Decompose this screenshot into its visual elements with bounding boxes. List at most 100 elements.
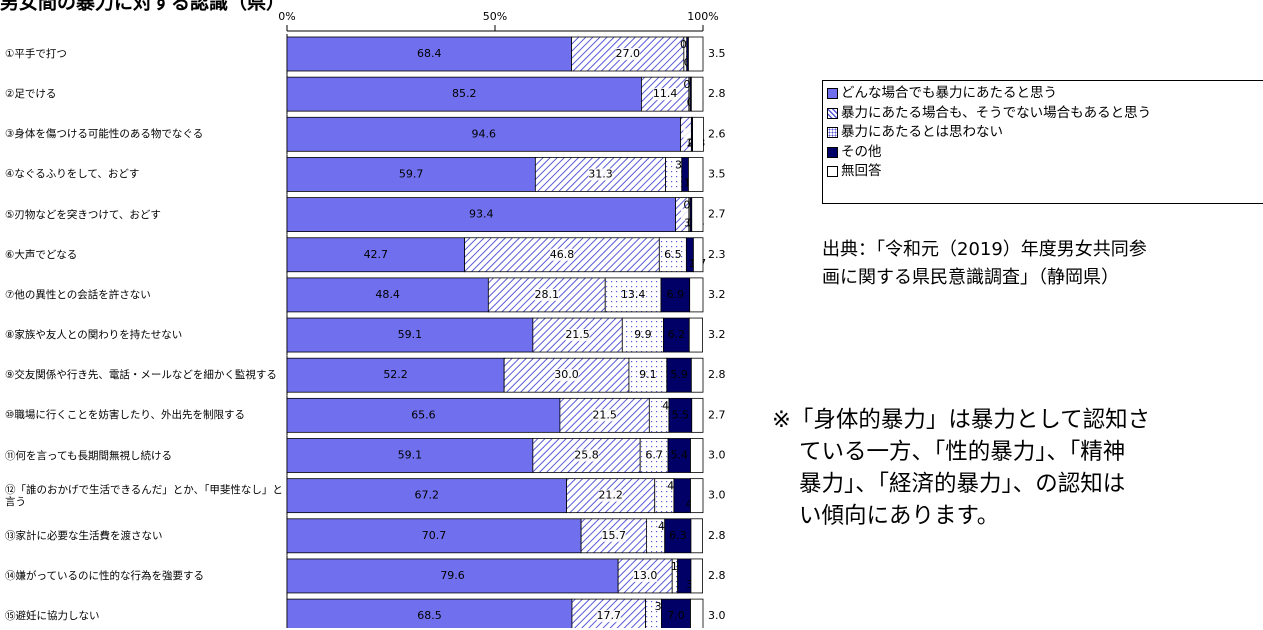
- data-label: 68.5: [417, 609, 442, 622]
- bar-segment: [286, 317, 534, 353]
- note-line: 暴力」、「経済的暴力」、の認知は: [799, 471, 1126, 497]
- category-label: ⑦他の異性との会話を許さない: [5, 288, 151, 301]
- bar-segment: [286, 478, 567, 514]
- data-label: 30.0: [554, 368, 579, 381]
- data-label: 27.0: [615, 47, 640, 60]
- data-label: 3.0: [708, 449, 726, 462]
- label-bg: [565, 329, 590, 342]
- bar-segment: [286, 438, 534, 473]
- category-label: ⑤刃物などを突きつけて、おどす: [5, 208, 161, 221]
- bar-segment: [690, 76, 704, 112]
- bar-segment: [690, 357, 704, 393]
- bar-segment: [286, 116, 681, 152]
- data-label: 2.6: [708, 127, 726, 140]
- data-label: 28.1: [535, 288, 560, 301]
- x-tick-label: 0%: [278, 10, 295, 23]
- data-label: 5.5: [672, 408, 690, 421]
- category-label: ⑨交友関係や行き先、電話・メールなどを細かく監視する: [5, 369, 277, 382]
- source-line: 画に関する県民意識調査」（静岡県）: [822, 267, 1119, 288]
- bar-segment: [621, 317, 664, 353]
- bar-segment: [666, 357, 692, 393]
- label-bg: [549, 248, 574, 261]
- legend-swatch: [827, 127, 838, 139]
- data-label: 42.7: [364, 248, 389, 261]
- bar-segment: [688, 317, 703, 353]
- bar-segment: [693, 237, 704, 273]
- bar-segment: [688, 36, 704, 72]
- label-bg: [653, 88, 678, 101]
- data-label: 15.7: [602, 529, 627, 542]
- data-label: 31.3: [588, 167, 613, 180]
- label-bg: [588, 168, 613, 181]
- source-line: 出典：「令和元（2019）年度男女共同参: [822, 239, 1147, 260]
- data-label: 13.0: [633, 569, 658, 582]
- bar-segment: [664, 518, 692, 554]
- data-label: 6.2: [668, 328, 686, 341]
- data-label: 2.8: [708, 368, 726, 381]
- data-label: 3.2: [708, 328, 726, 341]
- bar-segment: [688, 157, 704, 192]
- data-label: 9.1: [639, 368, 657, 381]
- data-label: 79.6: [440, 569, 465, 582]
- x-tick-label: 100%: [687, 10, 718, 23]
- data-label: 21.2: [598, 489, 623, 502]
- data-label: 94.6: [472, 127, 497, 140]
- bar-segment: [286, 397, 561, 433]
- label-bg: [633, 569, 658, 582]
- data-label: 68.4: [417, 47, 442, 60]
- data-label: 3.5: [708, 47, 726, 60]
- label-bg: [596, 610, 621, 623]
- bar-segment: [286, 36, 572, 72]
- data-label: 59.7: [399, 167, 424, 180]
- category-label: ⑧家族や友人との関わりを持たせない: [5, 329, 183, 342]
- bar-segment: [628, 357, 668, 393]
- bar-segment: [532, 317, 623, 353]
- bar-segment: [690, 518, 703, 554]
- label-bg: [574, 449, 599, 462]
- bar-segment: [604, 277, 662, 313]
- bar-segment: [286, 76, 642, 112]
- bar-segment: [692, 116, 704, 152]
- legend-swatch: [827, 146, 838, 158]
- legend-label: 暴力にあたる場合も、そうでない場合もあると思う: [841, 104, 1152, 121]
- data-label: 9.9: [634, 328, 652, 341]
- x-tick-label: 50%: [483, 10, 507, 23]
- bar-segment: [286, 237, 466, 273]
- data-label: 3.0: [708, 489, 726, 502]
- data-label: 7.0: [667, 609, 685, 622]
- data-label: 59.1: [398, 328, 423, 341]
- legend-item: 暴力にあたるとは思わない: [827, 123, 1262, 143]
- legend-label: 無回答: [841, 163, 882, 179]
- source: 出典：「令和元（2019）年度男女共同参 画に関する県民意識調査」（静岡県）: [822, 236, 1147, 292]
- data-label: 6.7: [645, 449, 663, 462]
- category-label: ⑥大声でどなる: [5, 248, 78, 261]
- category-label: ②足でける: [5, 88, 57, 101]
- bar-segment: [286, 157, 536, 192]
- data-label: 21.5: [592, 408, 617, 421]
- note: ※「身体的暴力」は暴力として認知さ ている一方、「性的暴力」、「精神 暴力」、「経済…: [772, 404, 1150, 532]
- data-label: 52.2: [383, 368, 408, 381]
- data-label: 93.4: [469, 208, 494, 221]
- data-label: 5.9: [670, 368, 688, 381]
- data-label: 2.7: [708, 208, 726, 221]
- data-label: 59.1: [398, 449, 423, 462]
- data-label: 67.2: [415, 489, 440, 502]
- data-label: 13.4: [621, 288, 646, 301]
- data-label: 46.8: [550, 248, 575, 261]
- bar-segment: [286, 558, 619, 594]
- legend-label: その他: [841, 143, 882, 160]
- data-label: 2.8: [708, 569, 726, 582]
- data-label: 17.7: [597, 609, 622, 622]
- label-bg: [598, 489, 623, 502]
- data-label: 3.5: [708, 167, 726, 180]
- data-label: 3.2: [708, 288, 726, 301]
- data-label: 2.3: [708, 248, 726, 261]
- label-bg: [615, 48, 640, 60]
- data-label: 48.4: [375, 288, 400, 301]
- bar-segment: [286, 518, 582, 554]
- category-label: ①平手で打つ: [5, 48, 67, 60]
- legend-swatch: [827, 166, 838, 178]
- bar-segment: [691, 197, 704, 233]
